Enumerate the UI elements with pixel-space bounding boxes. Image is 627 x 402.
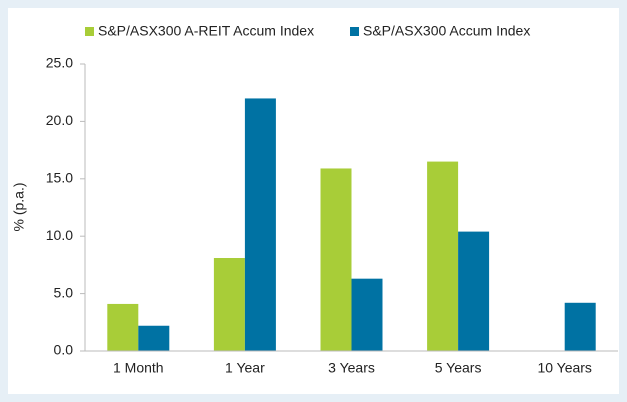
x-tick-label: 1 Month: [113, 360, 164, 376]
y-tick-label: 10.0: [46, 227, 73, 243]
x-tick-label: 3 Years: [328, 360, 375, 376]
bar: [427, 161, 459, 351]
y-tick-label: 25.0: [46, 55, 73, 71]
y-tick-label: 5.0: [54, 284, 74, 300]
chart-panel: [8, 8, 619, 394]
legend-label: S&P/ASX300 A-REIT Accum Index: [98, 23, 314, 39]
bar: [351, 278, 383, 351]
bar: [213, 258, 245, 351]
y-axis-label: % (p.a.): [11, 182, 27, 231]
bar: [138, 325, 170, 351]
bar: [244, 98, 276, 351]
bar: [458, 231, 490, 351]
y-tick-label: 15.0: [46, 170, 73, 186]
bar: [564, 302, 596, 351]
y-tick-label: 20.0: [46, 112, 73, 128]
y-tick-label: 0.0: [54, 342, 74, 358]
bar: [107, 303, 139, 351]
legend-swatch: [85, 27, 94, 36]
x-tick-label: 10 Years: [537, 360, 592, 376]
legend-swatch: [350, 27, 359, 36]
bar: [320, 168, 352, 351]
x-tick-label: 5 Years: [435, 360, 482, 376]
legend-label: S&P/ASX300 Accum Index: [363, 23, 530, 39]
x-tick-label: 1 Year: [225, 360, 265, 376]
